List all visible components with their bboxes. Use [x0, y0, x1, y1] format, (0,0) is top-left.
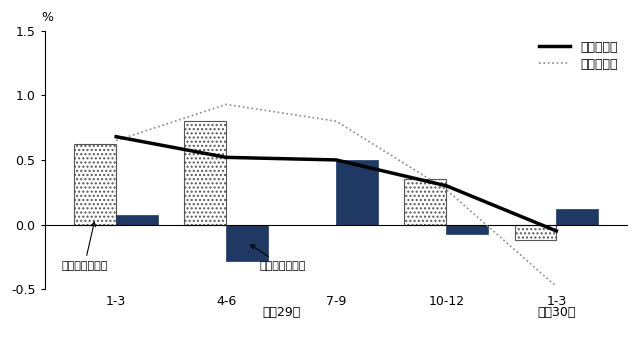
Legend: 実質成長率, 名目成長率: 実質成長率, 名目成長率 [535, 37, 622, 74]
Text: 平成29年: 平成29年 [262, 306, 300, 319]
Bar [336, 160, 378, 224]
Text: 内需（寄与度）: 内需（寄与度） [61, 222, 107, 271]
Bar [446, 224, 488, 234]
Bar [226, 224, 268, 261]
Bar [557, 209, 598, 224]
Text: %: % [41, 11, 53, 24]
Text: 平成30年: 平成30年 [537, 306, 576, 319]
Bar [514, 224, 557, 240]
Bar [185, 121, 226, 224]
Text: 外需（寄与度）: 外需（寄与度） [250, 245, 305, 271]
Bar [404, 179, 446, 224]
Bar [116, 215, 158, 224]
Bar [74, 144, 116, 224]
